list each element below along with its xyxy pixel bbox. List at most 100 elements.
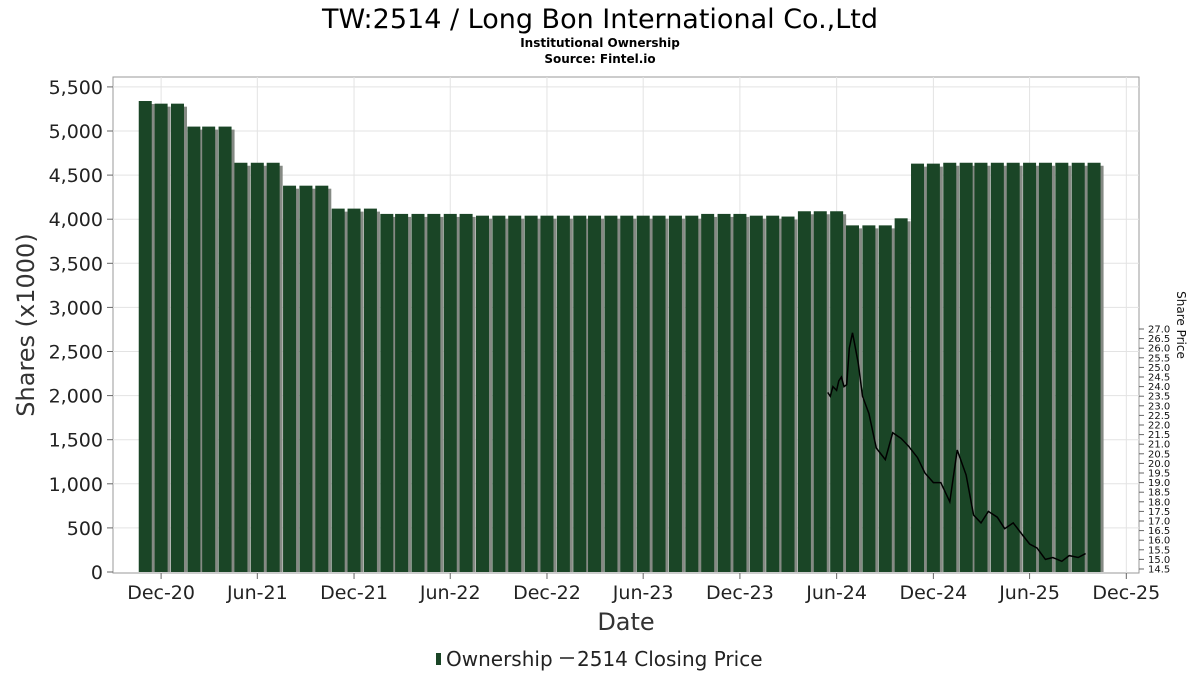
y2-tick-label: 22.5 <box>1148 411 1170 422</box>
x-tick-label: Jun-25 <box>998 582 1060 604</box>
y-tick-label: 2,000 <box>49 386 103 408</box>
bar <box>846 225 860 572</box>
y-tick-label: 0 <box>91 562 103 584</box>
bar <box>1055 162 1069 572</box>
bar <box>427 213 441 572</box>
y2-axis: 14.515.015.516.016.517.017.518.018.519.0… <box>1139 325 1170 576</box>
bar <box>492 215 506 572</box>
y2-tick-label: 21.5 <box>1148 430 1170 441</box>
bar <box>620 215 634 572</box>
y-tick-label: 5,500 <box>49 77 103 99</box>
x-axis-label: Date <box>597 608 654 636</box>
bar <box>1038 162 1052 572</box>
y2-tick-label: 26.5 <box>1148 334 1170 345</box>
y2-tick-label: 20.0 <box>1148 459 1170 470</box>
y2-axis-label: Share Price <box>1174 291 1188 359</box>
bar <box>395 213 409 572</box>
bar <box>749 215 763 572</box>
bar <box>331 208 345 572</box>
bar <box>959 162 973 572</box>
bar <box>1087 162 1101 572</box>
bar <box>1006 162 1020 572</box>
y2-tick-label: 15.0 <box>1148 555 1170 566</box>
bar <box>556 215 570 572</box>
bar <box>202 126 216 572</box>
bar <box>380 213 394 572</box>
legend-price-label: 2514 Closing Price <box>577 647 763 671</box>
bar <box>990 162 1004 572</box>
y2-tick-label: 16.5 <box>1148 526 1170 537</box>
x-tick-label: Jun-21 <box>226 582 288 604</box>
chart-subtitle: Institutional Ownership <box>520 36 680 50</box>
bar <box>604 215 618 572</box>
price-line-layer <box>827 332 1086 563</box>
bar <box>187 126 201 572</box>
bar <box>154 103 168 573</box>
bar <box>138 101 152 573</box>
y2-tick-label: 18.0 <box>1148 497 1170 508</box>
bar <box>315 185 329 572</box>
bar <box>797 211 811 572</box>
y2-tick-label: 23.5 <box>1148 392 1170 403</box>
y2-tick-label: 25.5 <box>1148 353 1170 364</box>
bar <box>943 162 957 572</box>
bar <box>1023 162 1037 572</box>
bar <box>218 126 232 572</box>
y2-tick-label: 19.5 <box>1148 469 1170 480</box>
y-axis: 0 500 1,000 1,500 2,000 2,500 3,000 3,500 4,000 4… <box>49 77 113 584</box>
legend-ownership-label: Ownership <box>446 647 553 671</box>
bar <box>363 208 377 572</box>
x-tick-label: Dec-23 <box>706 582 774 604</box>
bar <box>573 215 587 572</box>
y2-tick-label: 15.5 <box>1148 545 1170 556</box>
bar <box>347 208 361 572</box>
bar <box>475 215 489 572</box>
bar <box>911 163 925 572</box>
price-line <box>827 332 1086 563</box>
bar <box>781 216 795 572</box>
bar <box>234 162 248 572</box>
y-tick-label: 3,000 <box>49 297 103 319</box>
y2-tick-label: 17.0 <box>1148 517 1170 528</box>
bar <box>1071 162 1085 572</box>
bar <box>459 213 473 572</box>
x-tick-label: Dec-21 <box>320 582 388 604</box>
y2-tick-label: 26.0 <box>1148 344 1170 355</box>
y2-tick-label: 24.5 <box>1148 373 1170 384</box>
x-tick-label: Jun-23 <box>612 582 674 604</box>
bar <box>830 211 844 572</box>
bar <box>813 211 827 572</box>
y-tick-label: 4,000 <box>49 209 103 231</box>
bar <box>411 213 425 572</box>
y2-tick-label: 16.0 <box>1148 536 1170 547</box>
bar <box>250 162 264 572</box>
bar <box>540 215 554 572</box>
bar <box>894 218 908 572</box>
bar <box>733 213 747 572</box>
y2-tick-label: 19.0 <box>1148 478 1170 489</box>
bar <box>652 215 666 572</box>
y-tick-label: 5,000 <box>49 121 103 143</box>
x-tick-label: Dec-22 <box>513 582 581 604</box>
chart-source: Source: Fintel.io <box>544 52 655 66</box>
bar <box>266 162 280 572</box>
x-tick-label: Dec-20 <box>127 582 195 604</box>
bar <box>766 215 780 572</box>
bar <box>974 162 988 572</box>
y-tick-label: 1,000 <box>49 474 103 496</box>
bar <box>926 163 940 572</box>
y-tick-label: 1,500 <box>49 430 103 452</box>
y-axis-label: Shares (x1000) <box>12 233 40 416</box>
legend: Ownership 2514 Closing Price <box>436 647 763 671</box>
bar <box>588 215 602 572</box>
y-tick-label: 4,500 <box>49 165 103 187</box>
x-tick-label: Jun-24 <box>805 582 867 604</box>
bar <box>862 225 876 572</box>
y2-tick-label: 17.5 <box>1148 507 1170 518</box>
y2-tick-label: 21.0 <box>1148 440 1170 451</box>
bar <box>701 213 715 572</box>
bar <box>508 215 522 572</box>
bar <box>636 215 650 572</box>
bar <box>717 213 731 572</box>
